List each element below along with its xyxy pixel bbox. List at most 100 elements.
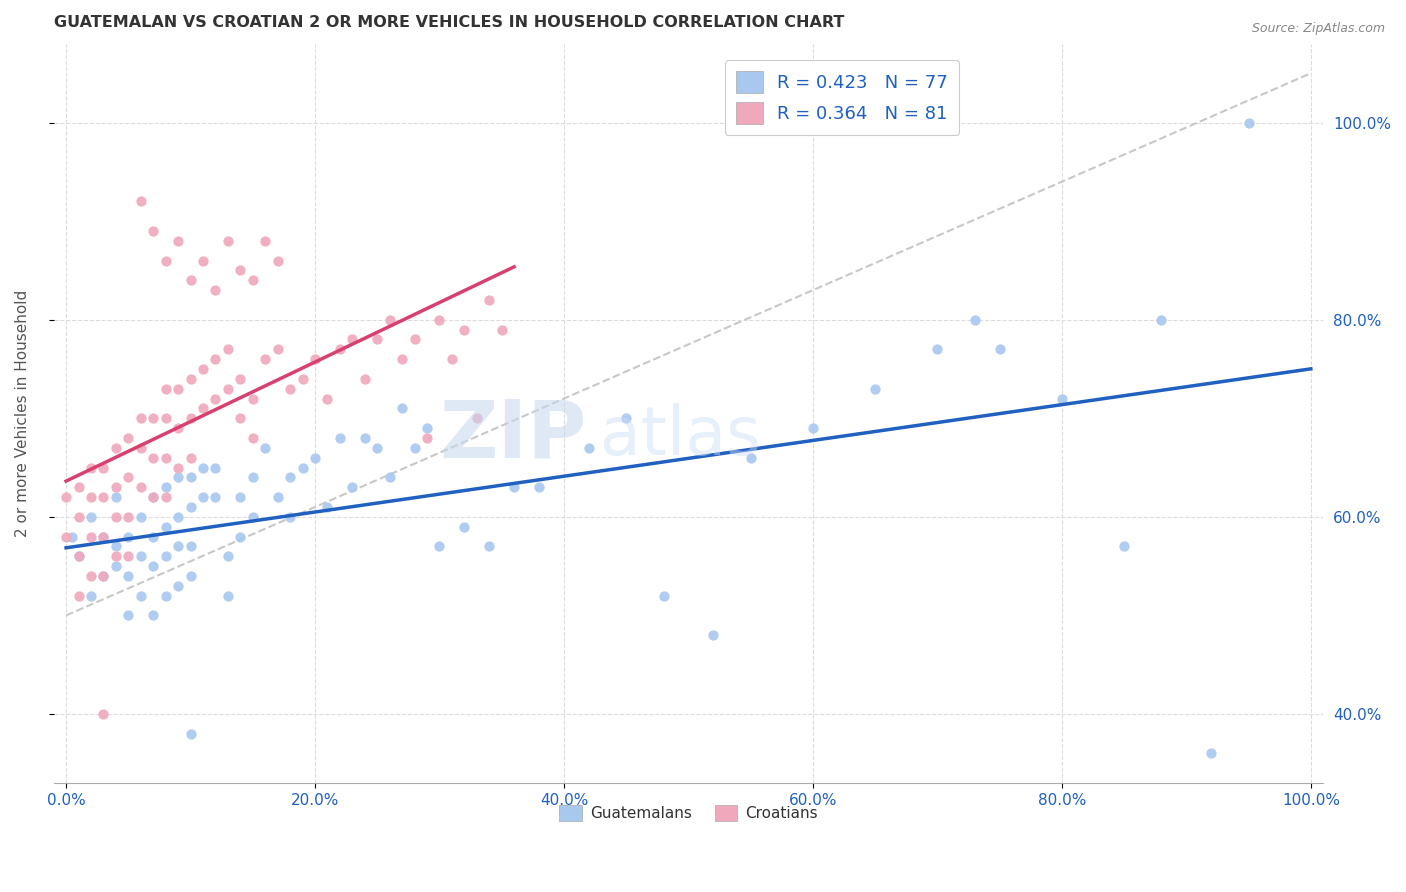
Point xyxy=(142,530,165,544)
Point xyxy=(204,490,226,504)
Point xyxy=(129,194,152,209)
Point xyxy=(155,253,177,268)
Point xyxy=(191,362,214,376)
Point xyxy=(93,530,115,544)
Point xyxy=(316,392,339,406)
Point xyxy=(142,224,165,238)
Point xyxy=(117,608,139,623)
Point xyxy=(80,460,103,475)
Point xyxy=(155,480,177,494)
Point xyxy=(291,460,314,475)
Point xyxy=(527,480,550,494)
Y-axis label: 2 or more Vehicles in Household: 2 or more Vehicles in Household xyxy=(15,290,30,537)
Point xyxy=(93,569,115,583)
Point xyxy=(229,372,252,386)
Point xyxy=(167,540,190,554)
Point xyxy=(180,372,202,386)
Point xyxy=(478,293,501,307)
Point xyxy=(304,352,326,367)
Point xyxy=(80,569,103,583)
Point xyxy=(927,343,949,357)
Point xyxy=(453,322,475,336)
Text: atlas: atlas xyxy=(599,402,761,468)
Point xyxy=(404,441,426,455)
Point xyxy=(129,589,152,603)
Point xyxy=(167,470,190,484)
Point xyxy=(93,706,115,721)
Point xyxy=(217,589,239,603)
Point xyxy=(117,569,139,583)
Point xyxy=(167,579,190,593)
Point xyxy=(104,490,127,504)
Point xyxy=(180,500,202,514)
Point xyxy=(278,470,301,484)
Point xyxy=(67,480,90,494)
Point xyxy=(1114,540,1136,554)
Legend: Guatemalans, Croatians: Guatemalans, Croatians xyxy=(553,799,824,827)
Point xyxy=(453,519,475,533)
Text: GUATEMALAN VS CROATIAN 2 OR MORE VEHICLES IN HOUSEHOLD CORRELATION CHART: GUATEMALAN VS CROATIAN 2 OR MORE VEHICLE… xyxy=(53,15,844,30)
Point xyxy=(242,470,264,484)
Point xyxy=(242,273,264,287)
Point xyxy=(316,500,339,514)
Point xyxy=(80,530,103,544)
Point xyxy=(129,441,152,455)
Point xyxy=(167,460,190,475)
Point xyxy=(416,421,439,435)
Point xyxy=(80,490,103,504)
Point xyxy=(104,549,127,564)
Point xyxy=(142,559,165,574)
Point xyxy=(104,559,127,574)
Point xyxy=(67,509,90,524)
Point xyxy=(129,480,152,494)
Point xyxy=(378,312,401,326)
Point xyxy=(366,333,388,347)
Point xyxy=(278,382,301,396)
Point xyxy=(391,401,413,416)
Point xyxy=(142,411,165,425)
Point xyxy=(180,540,202,554)
Point xyxy=(180,470,202,484)
Point xyxy=(229,411,252,425)
Point xyxy=(155,549,177,564)
Point xyxy=(142,450,165,465)
Point xyxy=(353,372,375,386)
Point xyxy=(242,392,264,406)
Point xyxy=(342,480,364,494)
Point xyxy=(80,509,103,524)
Point xyxy=(104,441,127,455)
Point xyxy=(117,549,139,564)
Text: ZIP: ZIP xyxy=(440,397,586,475)
Point xyxy=(93,569,115,583)
Point xyxy=(254,352,277,367)
Point xyxy=(191,253,214,268)
Point xyxy=(129,549,152,564)
Point xyxy=(254,234,277,248)
Point xyxy=(863,382,886,396)
Point xyxy=(155,589,177,603)
Point xyxy=(167,234,190,248)
Point xyxy=(429,312,451,326)
Point xyxy=(104,540,127,554)
Point xyxy=(491,322,513,336)
Point xyxy=(204,460,226,475)
Point xyxy=(304,450,326,465)
Point xyxy=(242,509,264,524)
Point xyxy=(180,273,202,287)
Point xyxy=(155,450,177,465)
Point xyxy=(67,549,90,564)
Point xyxy=(93,460,115,475)
Point xyxy=(342,333,364,347)
Point xyxy=(155,490,177,504)
Point xyxy=(180,411,202,425)
Point xyxy=(963,312,986,326)
Point xyxy=(503,480,526,494)
Point xyxy=(229,490,252,504)
Point xyxy=(67,549,90,564)
Point xyxy=(129,411,152,425)
Point xyxy=(191,401,214,416)
Point xyxy=(614,411,637,425)
Point xyxy=(353,431,375,445)
Point xyxy=(191,460,214,475)
Text: Source: ZipAtlas.com: Source: ZipAtlas.com xyxy=(1251,22,1385,36)
